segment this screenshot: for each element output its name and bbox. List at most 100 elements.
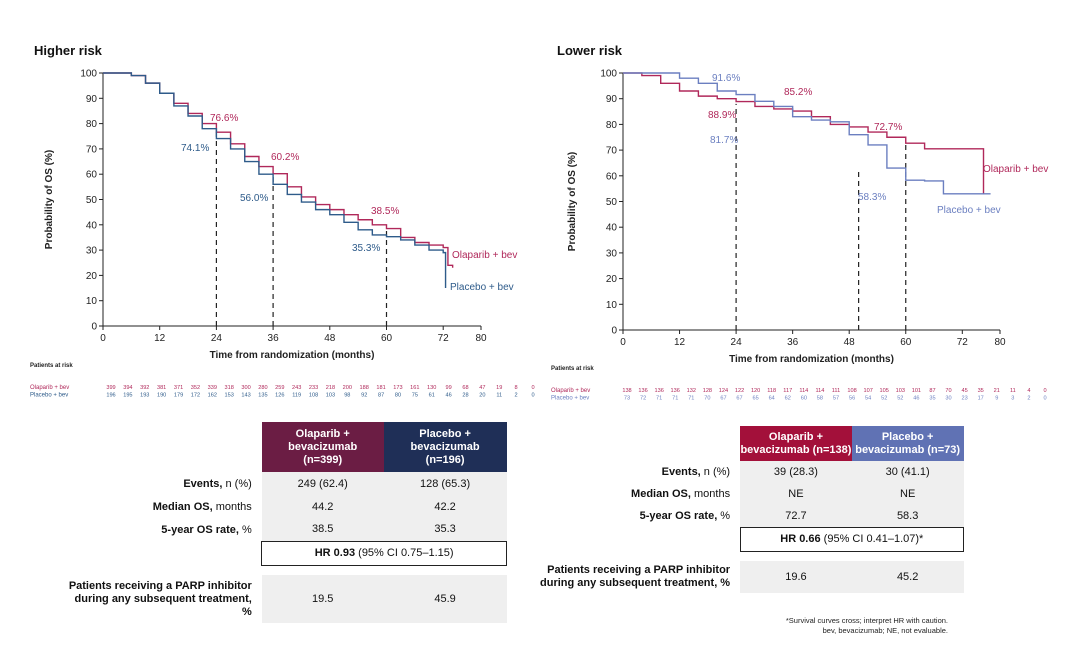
at-risk-count: 101 <box>912 388 921 394</box>
at-risk-count: 71 <box>672 396 678 402</box>
at-risk-count: 35 <box>929 396 935 402</box>
at-risk-count: 243 <box>292 385 301 391</box>
x-tick-label: 48 <box>844 337 856 348</box>
y-tick-label: 10 <box>86 296 98 307</box>
x-tick-label: 36 <box>787 337 799 348</box>
at-risk-count: 67 <box>736 396 742 402</box>
at-risk-count: 130 <box>427 385 436 391</box>
at-risk-count: 72 <box>640 396 646 402</box>
cell-events-placebo: 30 (41.1) <box>851 461 964 483</box>
y-tick-label: 0 <box>91 322 97 333</box>
at-risk-count: 56 <box>849 396 855 402</box>
header-olaparib-text: Olaparib + bevacizumab (n=138) <box>740 430 852 456</box>
cell-parp-placebo: 45.9 <box>383 575 507 623</box>
at-risk-count: 117 <box>783 388 792 394</box>
at-risk-count: 2 <box>1027 396 1030 402</box>
y-axis-label: Probability of OS (%) <box>567 152 578 251</box>
at-risk-count: 138 <box>622 388 631 394</box>
at-risk-count: 111 <box>832 388 841 394</box>
header-placebo-text: Placebo + bevacizumab (n=196) <box>410 427 480 466</box>
at-risk-count: 70 <box>704 396 710 402</box>
at-risk-count: 52 <box>881 396 887 402</box>
survival-annotation: 58.3% <box>858 192 886 203</box>
hr-spacer <box>540 527 740 551</box>
cell-events-olaparib: 39 (28.3) <box>740 461 852 483</box>
x-axis-label: Time from randomization (months) <box>729 354 894 365</box>
row-gap <box>0 565 507 575</box>
y-tick-label: 30 <box>606 248 618 259</box>
at-risk-count: 188 <box>360 385 369 391</box>
row-label-5yr: 5-year OS rate, % <box>161 523 252 536</box>
survival-annotation: 85.2% <box>784 87 812 98</box>
parp-label-text: Patients receiving a PARP inhibitor durin… <box>68 579 252 618</box>
header-placebo-text: Placebo + bevacizumab (n=73) <box>855 430 961 456</box>
at-risk-count: 173 <box>393 385 402 391</box>
stats-table-higher-risk: Olaparib + bevacizumab (n=399) Placebo + be… <box>0 422 507 623</box>
at-risk-count: 73 <box>624 396 630 402</box>
at-risk-count: 58 <box>817 396 823 402</box>
at-risk-count: 60 <box>801 396 807 402</box>
at-risk-count: 61 <box>429 393 435 399</box>
series-label: Placebo + bev <box>937 205 1001 216</box>
at-risk-count: 122 <box>735 388 744 394</box>
y-tick-label: 20 <box>606 274 618 285</box>
at-risk-count: 136 <box>671 388 680 394</box>
at-risk-count: 399 <box>106 385 115 391</box>
at-risk-count: 103 <box>896 388 905 394</box>
at-risk-count: 124 <box>719 388 728 394</box>
at-risk-count: 62 <box>785 396 791 402</box>
y-axis-label: Probability of OS (%) <box>44 150 55 249</box>
y-tick-label: 80 <box>606 120 618 131</box>
at-risk-count: 98 <box>344 393 350 399</box>
at-risk-count: 45 <box>961 388 967 394</box>
at-risk-count: 20 <box>479 393 485 399</box>
header-olaparib: Olaparib + bevacizumab (n=138) <box>740 426 852 461</box>
at-risk-count: 136 <box>638 388 647 394</box>
y-tick-label: 10 <box>606 300 618 311</box>
y-tick-label: 100 <box>600 69 617 80</box>
survival-annotation: 74.1% <box>181 143 209 154</box>
stats-table-lower-risk: Olaparib + bevacizumab (n=138) Placebo + b… <box>540 426 965 593</box>
x-tick-label: 0 <box>620 337 626 348</box>
at-risk-count: 46 <box>445 393 451 399</box>
hazard-ratio-box: HR 0.66 (95% CI 0.41–1.07)* <box>739 526 965 552</box>
x-tick-label: 12 <box>154 333 166 344</box>
at-risk-count: 318 <box>224 385 233 391</box>
at-risk-count: 181 <box>376 385 385 391</box>
row-label-parp: Patients receiving a PARP inhibitor durin… <box>540 561 740 593</box>
header-placebo: Placebo + bevacizumab (n=196) <box>383 422 507 472</box>
x-tick-label: 72 <box>438 333 450 344</box>
at-risk-count: 200 <box>343 385 352 391</box>
at-risk-count: 394 <box>123 385 132 391</box>
at-risk-count: 114 <box>799 388 808 394</box>
at-risk-count: 161 <box>410 385 419 391</box>
y-tick-label: 90 <box>86 94 98 105</box>
y-tick-label: 80 <box>86 119 98 130</box>
y-tick-label: 50 <box>606 197 618 208</box>
at-risk-count: 71 <box>688 396 694 402</box>
y-tick-label: 100 <box>80 69 97 80</box>
at-risk-count: 11 <box>1010 388 1016 394</box>
footnote-caution: *Survival curves cross; interpret HR wit… <box>785 616 948 625</box>
at-risk-count: 339 <box>208 385 217 391</box>
at-risk-count: 371 <box>174 385 183 391</box>
row-label-median: Median OS, months <box>152 500 252 513</box>
cell-events-placebo: 128 (65.3) <box>383 472 507 495</box>
y-tick-label: 0 <box>611 326 617 337</box>
at-risk-count: 23 <box>961 396 967 402</box>
x-tick-label: 0 <box>100 333 106 344</box>
cell-parp-olaparib: 19.6 <box>740 561 852 593</box>
at-risk-count: 54 <box>865 396 871 402</box>
parp-label-text: Patients receiving a PARP inhibitor durin… <box>540 564 731 589</box>
at-risk-count: 92 <box>361 393 367 399</box>
at-risk-count: 195 <box>123 393 132 399</box>
at-risk-count: 381 <box>157 385 166 391</box>
x-tick-label: 60 <box>900 337 912 348</box>
header-olaparib: Olaparib + bevacizumab (n=399) <box>261 422 384 472</box>
at-risk-count: 65 <box>752 396 758 402</box>
y-tick-label: 40 <box>86 220 98 231</box>
at-risk-count: 99 <box>445 385 451 391</box>
at-risk-count: 8 <box>515 385 518 391</box>
cell-5yr-olaparib: 38.5 <box>261 518 384 541</box>
at-risk-count: 87 <box>378 393 384 399</box>
